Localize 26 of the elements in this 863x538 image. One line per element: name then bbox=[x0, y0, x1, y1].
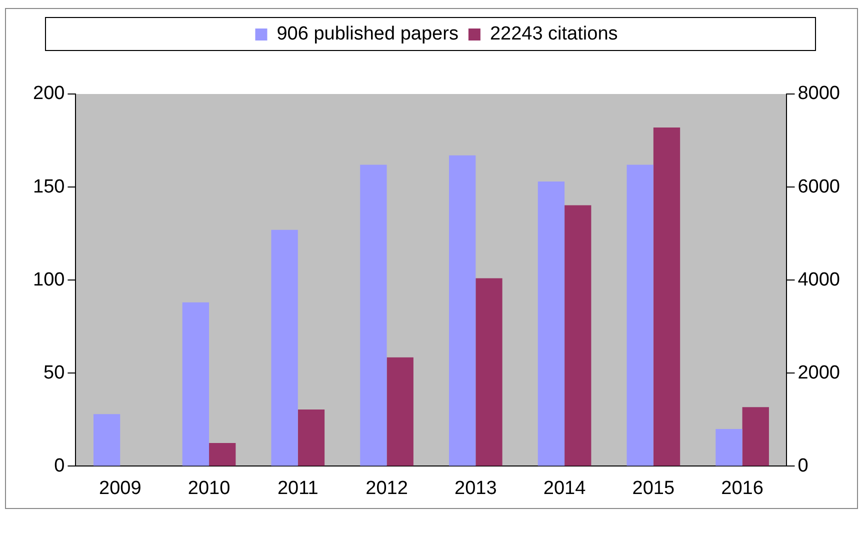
legend-label: 22243 citations bbox=[490, 24, 618, 45]
bar bbox=[360, 164, 387, 466]
bar bbox=[93, 414, 120, 466]
x-tick-label: 2009 bbox=[99, 478, 142, 499]
x-tick-label: 2012 bbox=[366, 478, 408, 499]
x-tick-label: 2014 bbox=[543, 478, 586, 499]
y-tick-label: 0 bbox=[54, 455, 65, 476]
bar bbox=[271, 230, 298, 466]
x-tick-label: 2015 bbox=[632, 478, 675, 499]
x-tick-label: 2013 bbox=[454, 478, 497, 499]
y-tick-label: 200 bbox=[33, 83, 65, 104]
y2-tick-label: 8000 bbox=[798, 83, 840, 104]
y-tick-label: 100 bbox=[33, 269, 65, 290]
y2-tick-label: 4000 bbox=[798, 269, 840, 290]
bar bbox=[298, 409, 325, 466]
bar bbox=[209, 442, 236, 466]
y2-tick-label: 6000 bbox=[798, 176, 840, 198]
y-tick-label: 150 bbox=[33, 176, 65, 198]
y2-tick-label: 0 bbox=[798, 455, 808, 476]
x-tick-label: 2011 bbox=[277, 478, 318, 499]
y2-tick-label: 2000 bbox=[798, 362, 840, 384]
x-tick-label: 2016 bbox=[721, 478, 764, 499]
x-tick-label: 2010 bbox=[188, 478, 230, 499]
y-tick-label: 50 bbox=[44, 362, 65, 384]
bar bbox=[182, 302, 210, 466]
legend-label: 906 published papers bbox=[276, 24, 458, 45]
